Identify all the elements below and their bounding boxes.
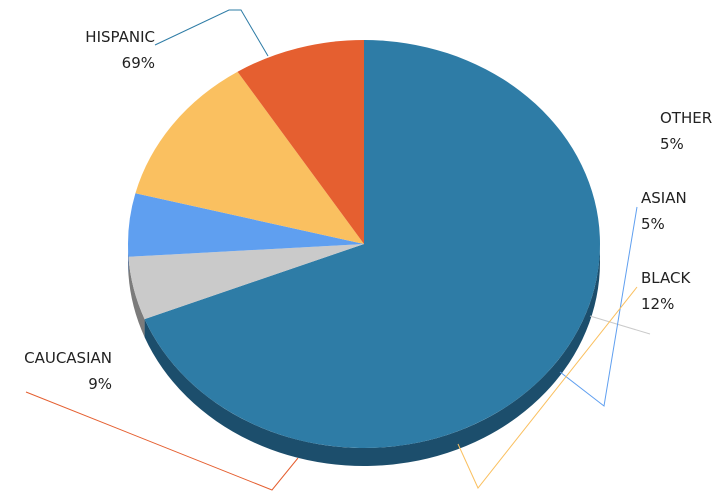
value-label-black: 12% [641,295,674,313]
label-caucasian: CAUCASIAN [24,349,112,367]
leader-line-hispanic [154,9,269,57]
pie-slices [128,40,600,449]
leader-line-caucasian [25,391,299,491]
value-label-other: 5% [660,135,684,153]
label-other: OTHER [660,109,712,127]
leader-line-black [457,286,638,489]
value-label-asian: 5% [641,215,665,233]
leader-line-asian [559,206,638,407]
label-asian: ASIAN [641,189,687,207]
label-hispanic: HISPANIC [85,28,155,46]
slice-black [135,71,364,244]
slice-labels: HISPANIC 69% OTHER 5% ASIAN 5% BLACK 12% CAUCASI… [24,28,712,393]
slice-other [128,244,364,320]
slice-side-other [128,256,145,338]
label-black: BLACK [641,269,691,287]
slice-asian [128,193,364,257]
slice-caucasian [237,40,364,244]
leader-line-other [589,315,651,335]
value-label-caucasian: 9% [88,375,112,393]
value-label-hispanic: 69% [122,54,155,72]
pie-3d-sides [128,244,600,467]
leader-lines [25,9,651,491]
slice-hispanic [144,40,600,449]
